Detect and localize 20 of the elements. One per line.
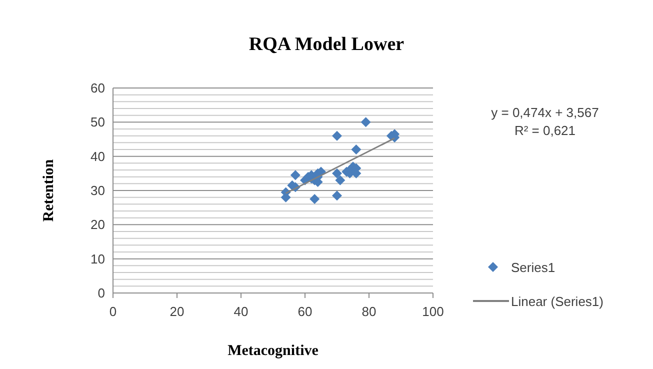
x-axis-title: Metacognitive <box>228 343 319 359</box>
y-tick-label: 60 <box>90 80 105 96</box>
x-tick-label: 40 <box>234 304 248 319</box>
y-tick-label: 20 <box>90 217 105 232</box>
legend-label: Linear (Series1) <box>511 294 604 309</box>
y-tick-label: 30 <box>90 183 105 198</box>
text: y = 0,474x + 3,567 <box>491 105 599 120</box>
y-tick-label: 10 <box>90 251 105 266</box>
text: R² = 0,621 <box>514 123 576 138</box>
x-tick-label: 0 <box>109 304 117 319</box>
x-tick-label: 20 <box>170 304 184 319</box>
legend-label: Series1 <box>511 260 556 275</box>
x-tick-label: 60 <box>298 304 312 319</box>
y-tick-label: 50 <box>90 114 105 130</box>
y-tick-label: 40 <box>90 148 105 164</box>
y-axis-title: Retention <box>41 158 57 222</box>
chart-title: RQA Model Lower <box>248 34 405 55</box>
x-tick-label: 100 <box>422 304 444 319</box>
x-tick-label: 80 <box>362 304 376 319</box>
y-tick-label: 0 <box>98 286 105 300</box>
